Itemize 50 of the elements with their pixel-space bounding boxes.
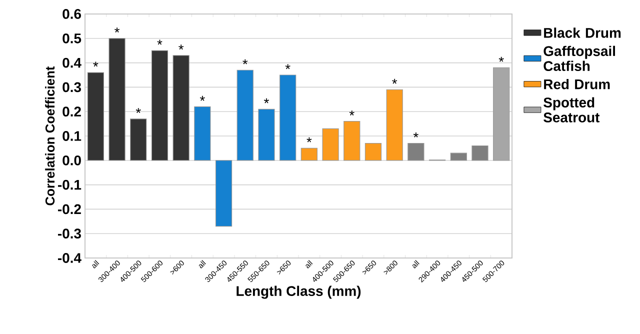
bar — [493, 67, 510, 161]
bar — [364, 143, 382, 161]
data-label: * — [264, 98, 269, 104]
bar — [280, 74, 296, 161]
bar — [87, 72, 104, 161]
data-label: * — [306, 137, 312, 142]
legend-label: Red Drum — [544, 78, 610, 90]
bar — [300, 148, 318, 161]
bar — [130, 118, 147, 161]
data-label: * — [498, 56, 504, 62]
data-label: * — [285, 64, 290, 70]
bar — [215, 160, 232, 227]
bar — [450, 152, 467, 161]
y-tick-label: -0.3 — [58, 228, 81, 239]
y-tick-label: 0.6 — [62, 9, 81, 19]
bar — [408, 143, 424, 161]
x-axis-title: Length Class (mm) — [236, 286, 361, 299]
bar — [344, 121, 360, 161]
data-label: * — [200, 96, 205, 101]
bar — [151, 50, 168, 161]
bar — [194, 106, 211, 161]
bar — [108, 38, 126, 161]
y-axis-title: Correlation Coefficient — [45, 66, 55, 206]
y-tick-label: -0.1 — [58, 180, 82, 190]
y-tick-label: 0.5 — [62, 33, 82, 44]
y-tick-label: 0.2 — [62, 106, 81, 117]
y-tick-label: -0.4 — [58, 253, 82, 263]
data-label: * — [413, 132, 418, 138]
bar — [386, 89, 403, 161]
y-tick-label: 0.0 — [62, 155, 81, 166]
y-tick-label: 0.1 — [62, 131, 82, 141]
data-label: * — [93, 62, 98, 67]
y-tick-label: 0.3 — [62, 82, 81, 92]
legend-label: Spotted Seatrout — [544, 97, 600, 122]
data-label: * — [349, 110, 354, 116]
data-label: * — [114, 28, 120, 32]
data-label: * — [392, 78, 398, 84]
bar — [236, 70, 254, 161]
data-label: * — [136, 108, 141, 114]
bar — [172, 55, 190, 161]
data-label: * — [178, 44, 184, 50]
bar — [258, 108, 275, 161]
bar — [472, 145, 488, 161]
data-label: * — [157, 40, 162, 45]
bar — [322, 128, 339, 161]
y-tick-label: -0.2 — [58, 204, 81, 214]
legend-label: Gafftopsail Catfish — [544, 46, 615, 72]
y-tick-label: 0.4 — [62, 58, 82, 68]
legend-label: Black Drum — [544, 28, 621, 38]
data-label: * — [242, 59, 248, 64]
